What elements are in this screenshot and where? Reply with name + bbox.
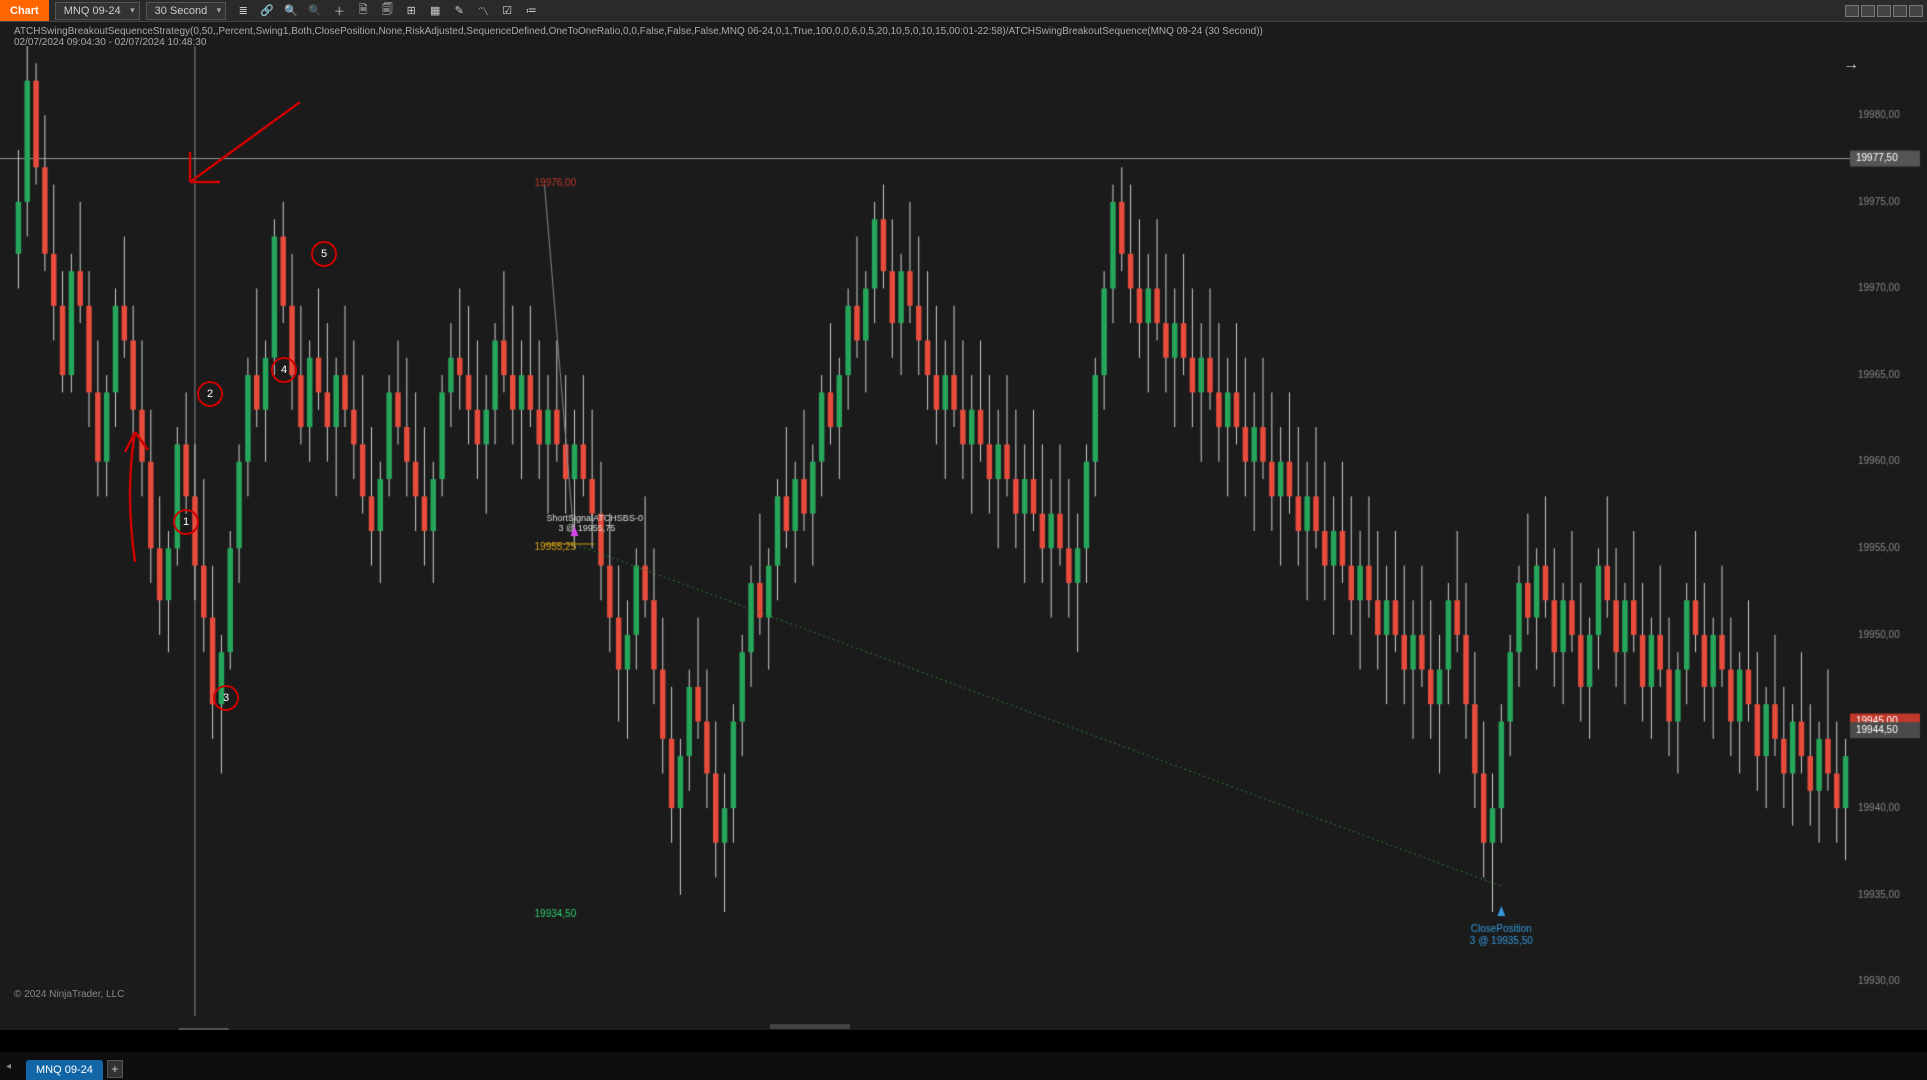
chart-tab-button[interactable]: Chart [0,0,49,21]
link-icon[interactable]: 🔗 [260,4,274,18]
add-tab-button[interactable]: + [107,1060,123,1078]
annotation-circle-3: 3 [213,685,239,711]
win-blank2-icon[interactable] [1861,5,1875,17]
annotation-circle-1: 1 [173,509,199,535]
properties-icon[interactable]: ≔ [524,4,538,18]
bars-icon[interactable]: ≣ [236,4,250,18]
ruler-icon[interactable]: ⊞ [404,4,418,18]
maximize-icon[interactable] [1893,5,1907,17]
chart-area[interactable]: ATCHSwingBreakoutSequenceStrategy(0,50,,… [0,22,1927,1030]
copyright-text: © 2024 NinjaTrader, LLC [14,989,124,1000]
win-blank1-icon[interactable] [1845,5,1859,17]
candlestick-canvas[interactable] [0,22,1927,1030]
close-icon[interactable] [1909,5,1923,17]
databox-icon[interactable]: ▦ [428,4,442,18]
annotation-circle-4: 4 [271,357,297,383]
window-controls [1845,5,1927,17]
instrument-dropdown[interactable]: MNQ 09-24 [55,2,140,20]
template-icon[interactable]: 🗐 [380,4,394,18]
minimize-icon[interactable] [1877,5,1891,17]
instrument-tab[interactable]: MNQ 09-24 [26,1060,103,1080]
annotation-circle-5: 5 [311,241,337,267]
interval-dropdown[interactable]: 30 Second [146,2,227,20]
draw2-icon[interactable]: 〽 [476,4,490,18]
draw-icon[interactable]: ✎ [452,4,466,18]
zoom-out-icon[interactable]: 🔍 [308,4,322,18]
toolbar: Chart MNQ 09-24 30 Second ≣ 🔗 🔍 🔍 ＋ 🗎 🗐 … [0,0,1927,22]
annotation-circle-2: 2 [197,381,223,407]
zoom-in-icon[interactable]: 🔍 [284,4,298,18]
doc-icon[interactable]: 🗎 [356,4,370,18]
toolbar-icons: ≣ 🔗 🔍 🔍 ＋ 🗎 🗐 ⊞ ▦ ✎ 〽 ☑ ≔ [236,4,538,18]
crosshair-icon[interactable]: ＋ [332,4,346,18]
bottom-tabbar: MNQ 09-24 + [0,1052,1927,1080]
indicator-icon[interactable]: ☑ [500,4,514,18]
